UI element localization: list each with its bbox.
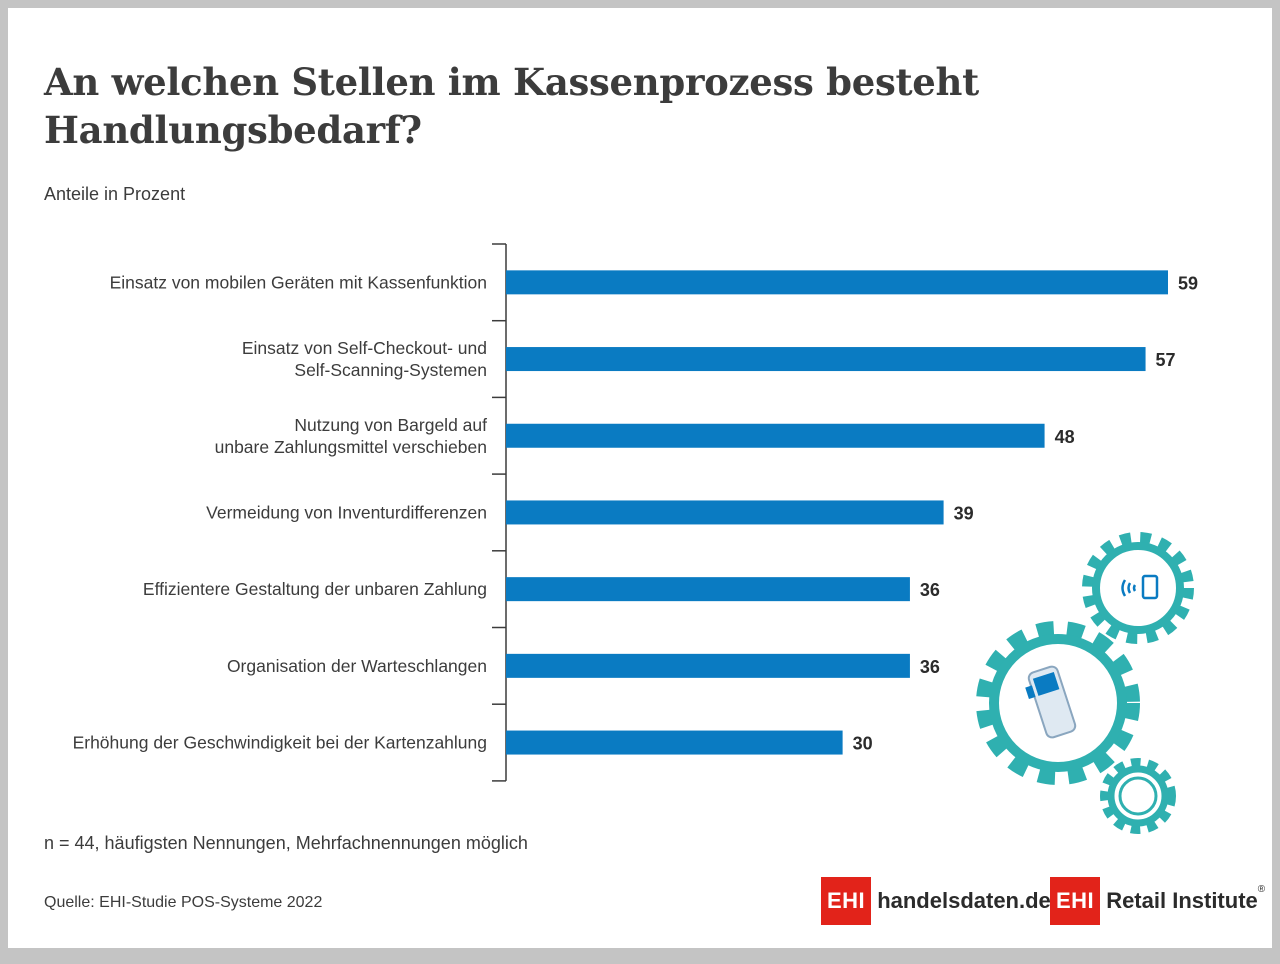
ehi-logo-box-2: EHI: [1050, 877, 1101, 925]
gear-small-icon: [1100, 758, 1176, 834]
bar-value-label: 39: [954, 503, 974, 523]
handelsdaten-logo-text: handelsdaten.de: [877, 888, 1051, 913]
bar: [506, 653, 910, 678]
chart-title: An welchen Stellen im Kassenprozess best…: [44, 60, 979, 152]
ehi-retail-institute-logo[interactable]: EHI Retail Institute ®: [1050, 877, 1265, 925]
category-label: unbare Zahlungsmittel verschieben: [215, 437, 487, 457]
ehi-logo-box: EHI: [821, 877, 872, 925]
category-label: Vermeidung von Inventurdifferenzen: [206, 502, 487, 522]
category-label: Erhöhung der Geschwindigkeit bei der Kar…: [73, 733, 487, 753]
retail-institute-logo-text: Retail Institute: [1106, 888, 1258, 913]
handelsdaten-logo[interactable]: EHI handelsdaten.de: [821, 877, 1051, 925]
bar-value-label: 48: [1055, 427, 1075, 447]
bar-value-label: 59: [1178, 273, 1198, 293]
category-label: Einsatz von mobilen Geräten mit Kassenfu…: [110, 272, 487, 292]
bar: [506, 347, 1146, 372]
bar-value-label: 36: [920, 580, 940, 600]
bar: [506, 423, 1045, 448]
chart-card: An welchen Stellen im Kassenprozess best…: [8, 8, 1272, 948]
bar-value-label: 30: [853, 734, 873, 754]
category-label: Self-Scanning-Systemen: [294, 360, 487, 380]
bar: [506, 500, 944, 525]
category-label: Einsatz von Self-Checkout- und: [242, 338, 487, 358]
chart-source: Quelle: EHI-Studie POS-Systeme 2022: [44, 894, 323, 911]
chart-footnote: n = 44, häufigsten Nennungen, Mehrfachne…: [44, 833, 528, 853]
bar: [506, 577, 910, 602]
chart-subtitle: Anteile in Prozent: [44, 184, 186, 204]
gear-mobile-pos-device-icon: [976, 621, 1140, 785]
registered-mark: ®: [1257, 883, 1266, 895]
bar-chart: 59 Einsatz von mobilen Geräten mit Kassen…: [73, 243, 1198, 782]
category-label: Organisation der Warteschlangen: [227, 656, 487, 676]
bar-value-label: 57: [1156, 350, 1176, 370]
category-label: Nutzung von Bargeld auf: [294, 415, 487, 435]
bar: [506, 730, 843, 755]
gears-illustration: [976, 532, 1194, 834]
gear-contactless-payment-icon: [1082, 532, 1194, 644]
bar-value-label: 36: [920, 657, 940, 677]
category-label: Effizientere Gestaltung der unbaren Zahl…: [143, 579, 487, 599]
bar: [506, 270, 1168, 295]
